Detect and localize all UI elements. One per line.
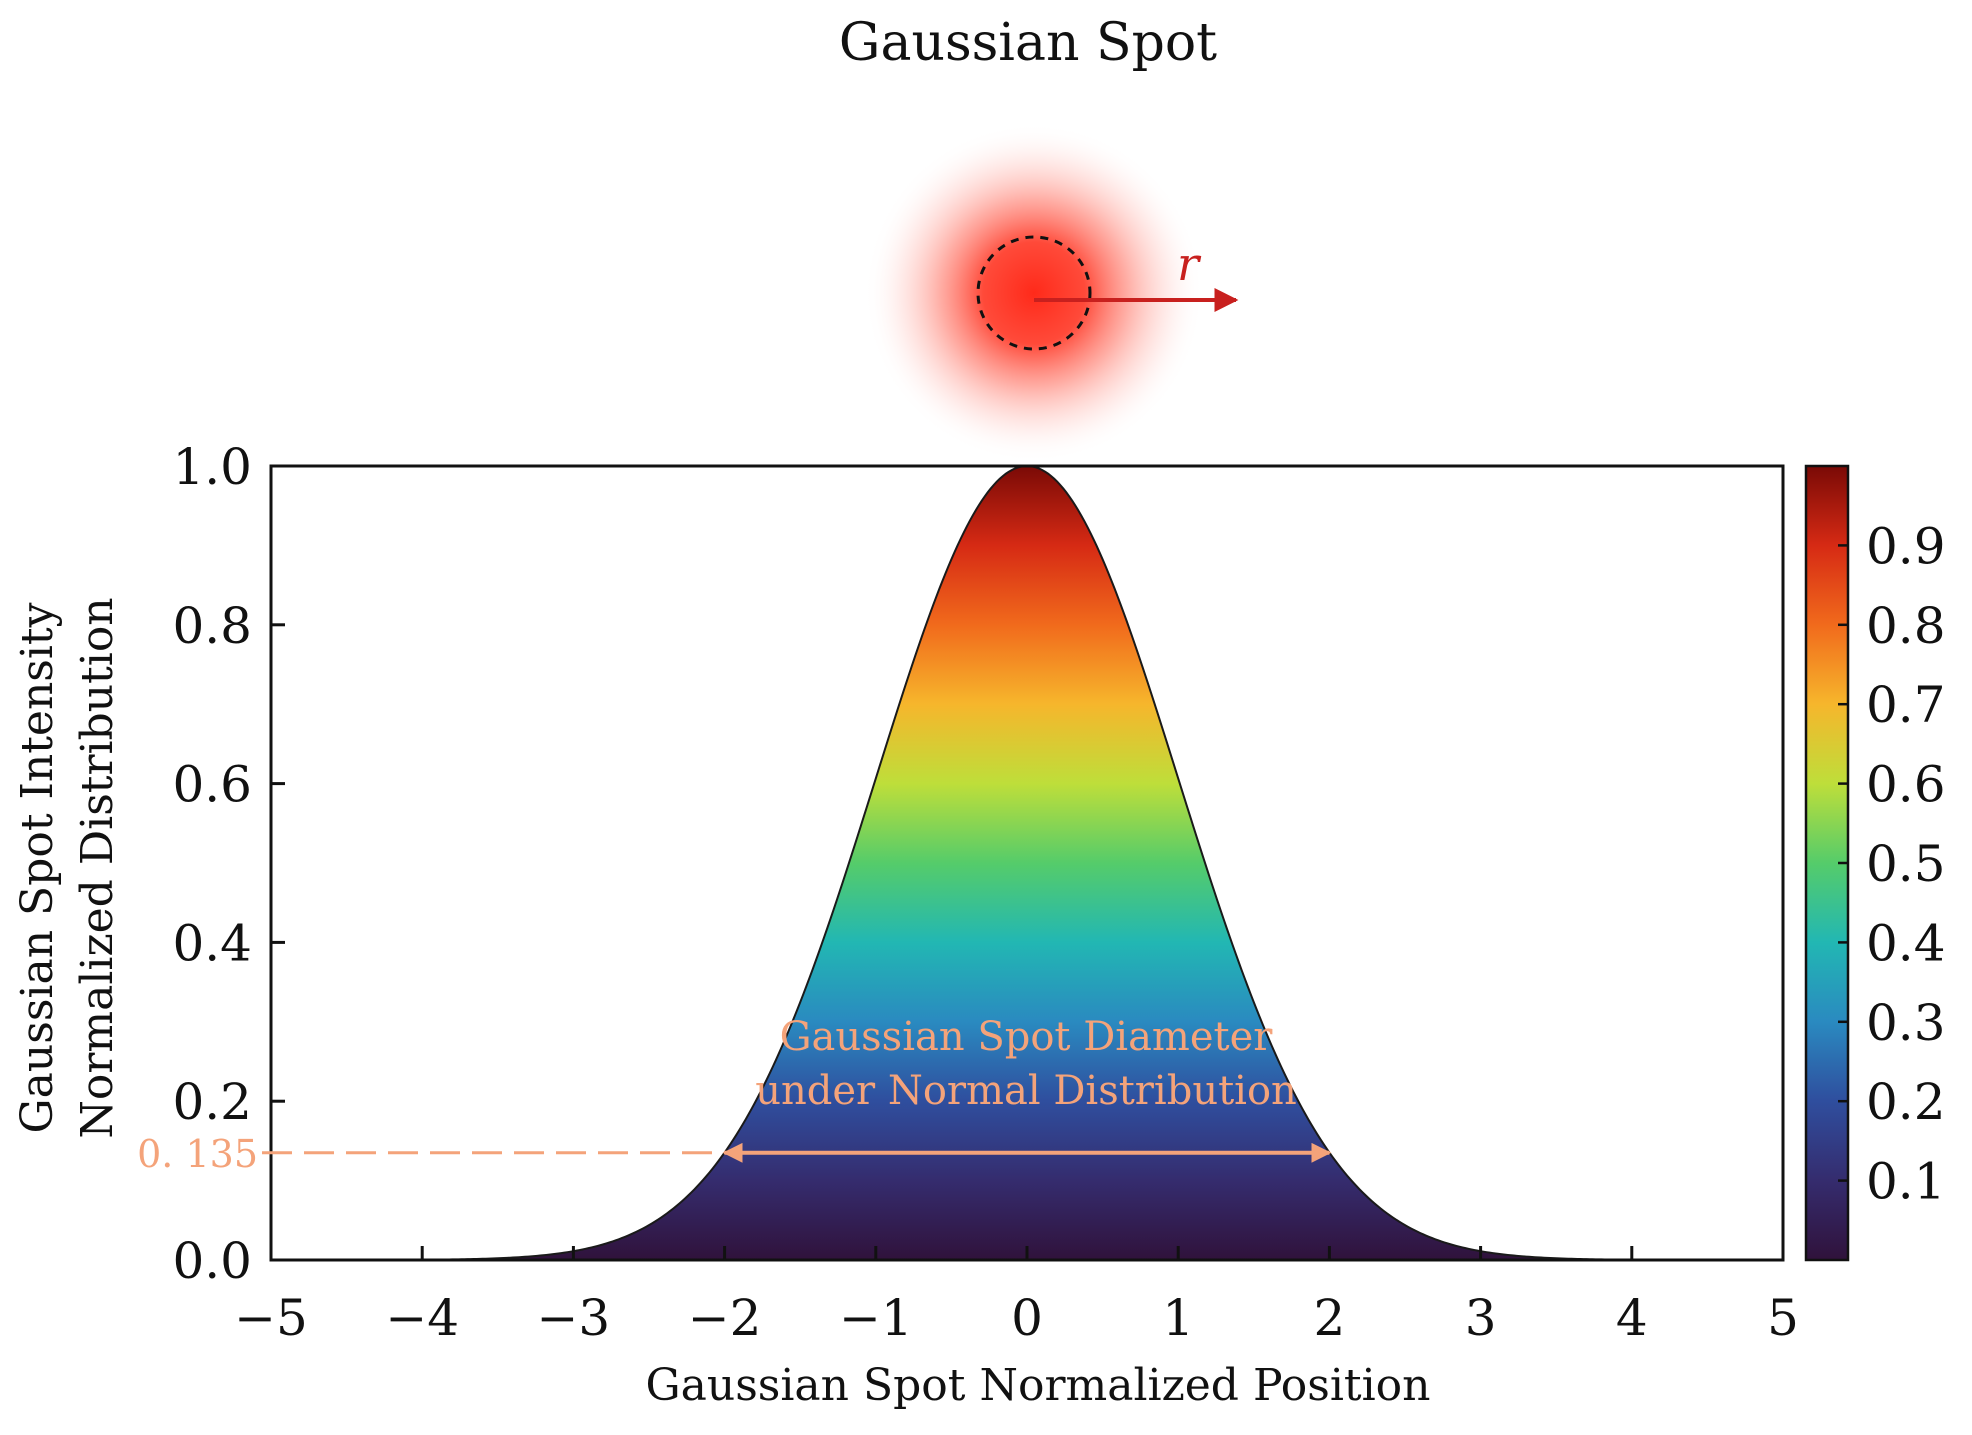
colorbar-tick-label: 0.6 [1866, 756, 1946, 814]
diameter-annotation-line1: Gaussian Spot Diameter [780, 1014, 1274, 1060]
x-axis: −5 −4 −3 −2 −1 0 1 2 3 4 5 [234, 1246, 1799, 1347]
spot-glow [864, 123, 1204, 463]
y-tick-label: 1.0 [172, 438, 252, 496]
y-tick-label: 0.0 [172, 1232, 252, 1290]
x-tick-label: 0 [1011, 1289, 1043, 1347]
colorbar-tick-label: 0.8 [1866, 597, 1946, 655]
x-tick-label: 5 [1767, 1289, 1799, 1347]
colorbar-tick-label: 0.7 [1866, 676, 1946, 734]
x-tick-label: 4 [1616, 1289, 1648, 1347]
y-axis-title-line2: Normalized Distribution [72, 597, 123, 1138]
gaussian-area [271, 466, 1783, 1260]
x-tick-label: −5 [234, 1289, 308, 1347]
x-tick-label: −3 [537, 1289, 611, 1347]
y-tick-label: 0.2 [172, 1073, 252, 1131]
x-tick-label: 3 [1465, 1289, 1497, 1347]
colorbar-tick-label: 0.5 [1866, 835, 1946, 893]
x-axis-title: Gaussian Spot Normalized Position [645, 1360, 1430, 1411]
y-tick-label: 0.6 [172, 756, 252, 814]
colorbar-tick-label: 0.1 [1866, 1153, 1946, 1211]
x-tick-label: −4 [385, 1289, 459, 1347]
figure-title: Gaussian Spot [839, 13, 1217, 73]
y-tick-label: 0.8 [172, 597, 252, 655]
y-tick-label: 0.4 [172, 914, 252, 972]
y-axis: 0.0 0.2 0.4 0.6 0.8 1.0 [172, 438, 285, 1290]
radius-symbol: r [1177, 237, 1202, 291]
spot-radius-circle [976, 235, 1092, 351]
x-tick-label: 2 [1313, 1289, 1345, 1347]
x-tick-label: −2 [688, 1289, 762, 1347]
gaussian-spot-illustration: r [864, 123, 1239, 463]
colorbar-ticks: 0.1 0.2 0.3 0.4 0.5 0.6 0.7 0.8 0.9 [1838, 517, 1946, 1211]
colorbar-tick-label: 0.4 [1866, 914, 1946, 972]
diameter-annotation-line2: under Normal Distribution [755, 1068, 1297, 1114]
x-tick-label: 1 [1162, 1289, 1194, 1347]
colorbar-tick-label: 0.3 [1866, 994, 1946, 1052]
colorbar-tick-label: 0.9 [1866, 517, 1946, 575]
colorbar-tick-label: 0.2 [1866, 1073, 1946, 1131]
y-axis-title-line1: Gaussian Spot Intensity [12, 602, 63, 1133]
threshold-label: 0. 135 [137, 1132, 258, 1176]
x-tick-label: −1 [839, 1289, 913, 1347]
